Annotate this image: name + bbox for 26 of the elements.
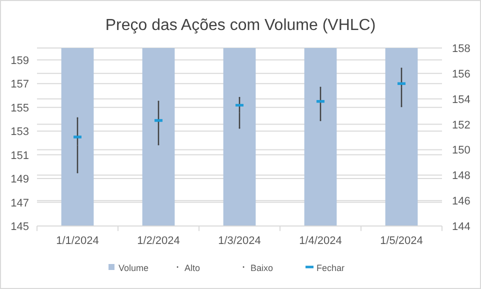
x-tick-label: 1/2/2024	[137, 235, 180, 247]
y-tick-label: 157	[10, 78, 29, 91]
y-tick-label: 151	[10, 150, 29, 162]
x-tick-label: 1/4/2024	[299, 235, 342, 247]
y2-tick-label: 158	[452, 43, 470, 55]
y-tick-label: 155	[10, 102, 29, 114]
y-tick-label: 147	[10, 197, 29, 210]
y-tick-label: 153	[10, 126, 29, 138]
y2-tick-label: 144	[452, 221, 470, 233]
y-tick-label: 145	[10, 221, 29, 233]
y-tick-label: 159	[10, 54, 29, 67]
legend-label: Fechar	[316, 263, 345, 273]
y2-tick-label: 148	[452, 170, 470, 182]
x-tick-label: 1/5/2024	[380, 235, 423, 247]
y2-tick-label: 146	[452, 196, 470, 208]
y-tick-label: 149	[10, 174, 29, 186]
y2-tick-label: 150	[452, 144, 470, 157]
y2-tick-label: 154	[452, 94, 470, 106]
y2-tick-label: 156	[452, 68, 470, 80]
chart-title: Preço das Ações com Volume (VHLC)	[105, 17, 376, 34]
x-tick-label: 1/1/2024	[56, 235, 99, 247]
legend-label: Alto	[184, 263, 200, 273]
x-tick-label: 1/3/2024	[218, 235, 261, 247]
legend-label: Volume	[118, 263, 149, 273]
legend-label: Baixo	[250, 263, 274, 273]
y2-tick-label: 152	[452, 119, 470, 132]
